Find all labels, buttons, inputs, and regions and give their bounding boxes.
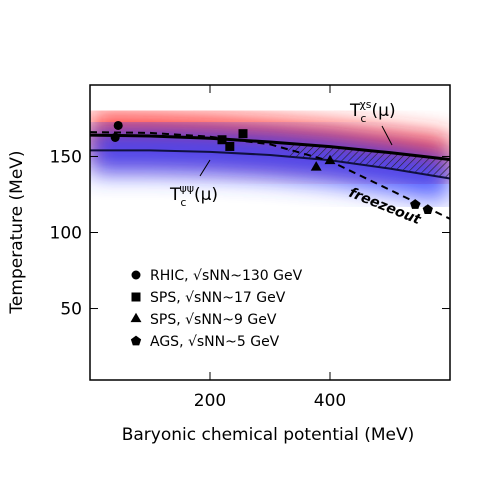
annotation: Tcψψ(μ) [169, 182, 218, 209]
curve [90, 149, 450, 180]
y-tick-label: 50 [60, 300, 82, 320]
annotation-tail: (μ) [194, 185, 218, 205]
marker [410, 199, 421, 209]
legend-label: AGS, √sNN~5 GeV [150, 334, 280, 350]
annotation-sup: ψψ [179, 182, 194, 195]
annotation-tail: (μ) [372, 101, 396, 121]
marker [110, 132, 120, 142]
legend-label: RHIC, √sNN~130 GeV [150, 268, 303, 284]
legend-label: SPS, √sNN~17 GeV [150, 290, 286, 306]
marker [324, 154, 336, 165]
arrow [199, 159, 211, 177]
annotation-sup: χs [359, 98, 371, 111]
marker [422, 204, 433, 215]
y-axis-label: Temperature (MeV) [7, 150, 27, 314]
arrow [381, 125, 393, 146]
legend-label: SPS, √sNN~9 GeV [150, 312, 277, 328]
curve [90, 131, 450, 220]
x-tick-label: 200 [194, 391, 226, 411]
marker [225, 141, 235, 151]
annotation-main: T [349, 101, 361, 121]
plot-area [90, 112, 450, 220]
annotation-main: T [169, 185, 181, 205]
annotation: Tcχs(μ) [349, 98, 396, 125]
x-axis-label: Baryonic chemical potential (MeV) [122, 425, 415, 445]
marker [131, 270, 141, 280]
marker [130, 312, 142, 323]
curve [90, 133, 450, 162]
marker [217, 135, 227, 145]
marker [113, 120, 123, 130]
annotation-sub: c [180, 196, 186, 209]
y-tick-label: 100 [50, 224, 82, 244]
marker [130, 335, 142, 346]
x-tick-label: 400 [314, 391, 346, 411]
marker [310, 161, 322, 171]
marker [238, 129, 248, 139]
marker [131, 292, 141, 302]
y-tick-label: 150 [50, 147, 82, 167]
annotation-sub: c [360, 112, 366, 125]
